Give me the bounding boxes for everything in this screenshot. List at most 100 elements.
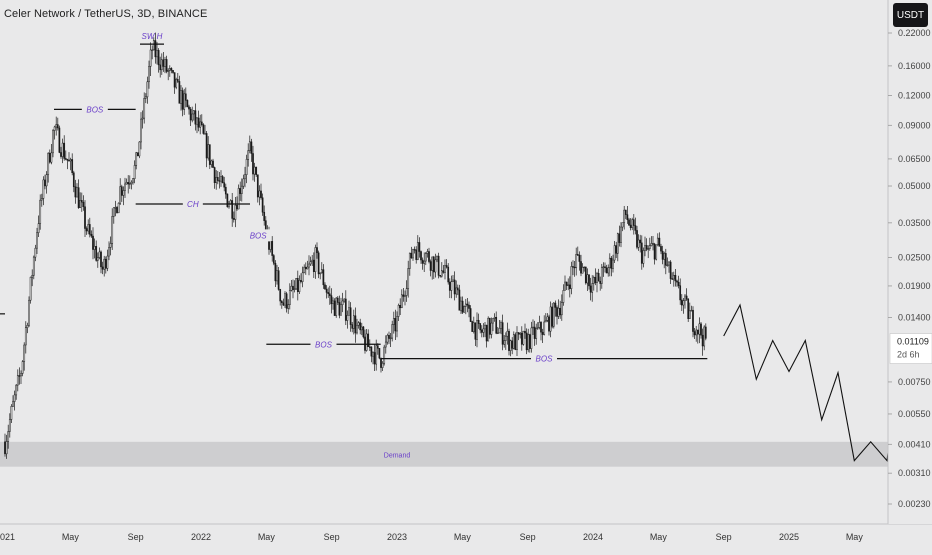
candle-body <box>72 172 75 188</box>
candle-body <box>450 281 453 291</box>
candle-body <box>282 302 285 306</box>
candle <box>285 291 288 313</box>
candle-body <box>103 258 106 270</box>
candle-body <box>56 124 59 129</box>
x-tick-label: 2024 <box>583 532 603 542</box>
candle <box>557 299 560 319</box>
candle <box>208 144 211 170</box>
candle-body <box>252 153 254 175</box>
candle-body <box>21 361 24 374</box>
candle <box>300 273 302 284</box>
candle-body <box>543 321 546 335</box>
candle-body <box>404 295 406 297</box>
candle <box>352 309 355 335</box>
candle <box>213 166 216 189</box>
candle <box>362 325 365 339</box>
candle-body <box>463 306 466 313</box>
candle-body <box>148 66 150 83</box>
candle <box>592 275 595 291</box>
candle <box>471 320 474 332</box>
candle-body <box>431 256 434 271</box>
candle-body <box>335 297 338 316</box>
candle <box>655 244 658 261</box>
demand-zone-label: Demand <box>384 452 411 459</box>
structure-label-bg <box>531 352 557 365</box>
candle <box>572 260 574 276</box>
candle-body <box>216 177 219 181</box>
candle-body <box>533 326 536 339</box>
candle <box>548 314 550 336</box>
candle-body <box>71 159 74 174</box>
candle-body <box>232 218 235 220</box>
candle-body <box>224 186 227 195</box>
candle <box>455 280 458 298</box>
candle-body <box>605 267 608 274</box>
candle <box>325 285 328 299</box>
x-tick-label: Sep <box>324 532 340 542</box>
candle-body <box>215 177 218 183</box>
candle-body <box>562 290 565 303</box>
candle-body <box>124 183 126 191</box>
candle <box>541 328 544 343</box>
candle <box>560 294 563 321</box>
candle-body <box>316 247 318 254</box>
candle <box>92 227 94 260</box>
candle <box>170 67 173 74</box>
candle-body <box>32 256 35 276</box>
candle-body <box>704 326 707 339</box>
candle-body <box>684 295 686 301</box>
candle-body <box>464 303 467 307</box>
candle-body <box>304 266 307 270</box>
candle-body <box>546 316 549 321</box>
candle <box>290 280 293 292</box>
candle-body <box>80 200 83 203</box>
y-tick-label: 0.03500 <box>898 218 931 228</box>
candle <box>701 328 704 356</box>
candle <box>496 326 499 335</box>
candle <box>48 149 51 164</box>
candle-body <box>269 241 272 250</box>
candle <box>296 270 299 301</box>
candle <box>415 246 418 264</box>
candle-body <box>85 228 88 232</box>
candle-body <box>538 322 541 328</box>
candle <box>453 271 456 301</box>
x-tick-label: 2023 <box>387 532 407 542</box>
candle-body <box>584 266 587 284</box>
candle-body <box>112 207 115 217</box>
currency-button[interactable]: USDT <box>893 3 928 27</box>
candle-body <box>104 258 107 269</box>
candle <box>317 250 320 279</box>
candle <box>130 180 133 190</box>
candle <box>245 154 248 184</box>
y-tick-label: 0.00550 <box>898 409 931 419</box>
candle-body <box>354 315 357 334</box>
candle-body <box>223 182 226 188</box>
candle <box>5 434 8 459</box>
candle-body <box>514 334 517 350</box>
candle <box>632 214 635 235</box>
candle-body <box>208 144 211 165</box>
candle <box>28 296 30 328</box>
candle <box>37 215 40 238</box>
candle <box>346 310 349 329</box>
candle <box>552 302 555 329</box>
candle <box>76 183 78 198</box>
candle-body <box>578 254 581 262</box>
candle-body <box>384 341 387 348</box>
candle <box>322 264 325 289</box>
candle-body <box>308 263 310 268</box>
candle-body <box>218 180 221 182</box>
candle-body <box>530 327 533 349</box>
candle <box>672 271 675 287</box>
candle-body <box>205 133 208 159</box>
candle <box>295 277 298 290</box>
candle <box>260 183 262 200</box>
candle-body <box>207 144 210 159</box>
candle <box>608 253 611 277</box>
candle <box>256 174 259 203</box>
candle <box>386 333 389 345</box>
candle <box>554 300 557 317</box>
